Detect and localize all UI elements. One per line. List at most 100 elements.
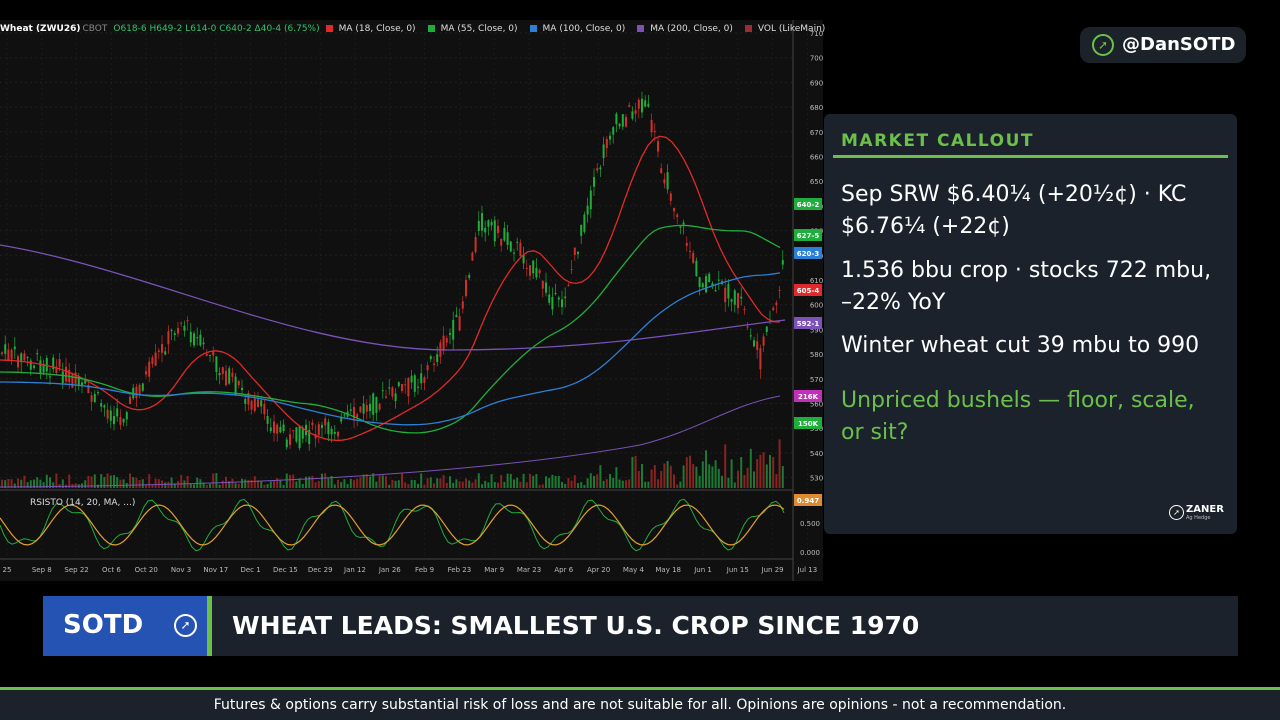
candle-body [343, 414, 346, 416]
volume-bar [103, 477, 106, 488]
price-tag-label: 216K [798, 393, 819, 401]
volume-bar [42, 482, 45, 488]
volume-bar [762, 452, 765, 488]
date-axis-label: Feb 23 [448, 566, 472, 574]
candle-body [1, 352, 3, 354]
volume-bar [109, 475, 112, 488]
price-tag-label: 150K [798, 420, 819, 428]
candle-body [474, 236, 477, 253]
date-axis-label: Dec 1 [240, 566, 260, 574]
volume-bar [509, 473, 512, 488]
candle-body [631, 111, 634, 119]
candle-body [391, 387, 394, 397]
volume-bar [7, 479, 10, 488]
callout-divider [833, 155, 1228, 158]
volume-bar [621, 480, 624, 488]
volume-bar [676, 484, 679, 488]
indicator-volume[interactable]: VOL (LikeMain) [744, 24, 831, 34]
candle-body [666, 172, 669, 190]
candle-body [772, 307, 775, 311]
volume-bar [273, 480, 275, 488]
volume-bar [154, 478, 157, 488]
volume-bar [733, 482, 736, 488]
candle-body [349, 409, 352, 411]
candle-body [193, 333, 195, 346]
volume-bar [599, 465, 602, 488]
candle-body [490, 222, 493, 226]
sotd-tag-text: SOTD [63, 610, 144, 640]
candle-body [509, 241, 512, 252]
volume-bar [39, 479, 42, 488]
candle-body [589, 190, 592, 210]
volume-bar [100, 474, 103, 488]
volume-bar [573, 475, 576, 488]
volume-bar [266, 483, 269, 488]
candle-body [711, 283, 714, 287]
volume-bar [295, 481, 298, 488]
volume-bar [759, 454, 762, 488]
candle-body [273, 421, 275, 433]
volume-bar [634, 455, 637, 488]
candle-body [513, 252, 515, 254]
indicator-ma18[interactable]: MA (18, Close, 0) [325, 24, 422, 34]
candle-body [135, 386, 138, 398]
candle-body [157, 350, 160, 352]
volume-bar [17, 478, 19, 488]
volume-bar [522, 473, 525, 488]
volume-bar [685, 457, 688, 488]
disclaimer-footer: Futures & options carry substantial risk… [0, 690, 1280, 720]
volume-bar [340, 482, 343, 488]
candle-body [525, 267, 528, 269]
ma100-label: MA (100, Close, 0) [542, 24, 626, 34]
candle-body [221, 367, 224, 374]
date-axis-label: Feb 9 [415, 566, 434, 574]
candle-body [212, 350, 215, 356]
volume-bar [743, 474, 746, 488]
candle-body [39, 360, 42, 375]
volume-bar [151, 484, 154, 488]
candle-body [701, 283, 704, 288]
rsi-tag-label: 0.947 [797, 497, 819, 505]
candle-body [205, 354, 208, 356]
candle-body [161, 344, 163, 353]
candle-body [644, 100, 647, 107]
candle-body [145, 371, 147, 375]
indicator-ma200[interactable]: MA (200, Close, 0) [637, 24, 739, 34]
volume-bar [36, 477, 39, 488]
candle-body [756, 341, 759, 351]
price-chart[interactable]: 710-0700-0690-0680-0670-0660-0650-0640-0… [0, 20, 825, 581]
candle-body [545, 282, 547, 293]
candle-body [413, 375, 416, 392]
candle-body [282, 424, 285, 431]
price-axis-label: 560-0 [810, 401, 823, 409]
volume-bar [426, 478, 429, 488]
symbol-label: Wheat (ZWU26) [0, 24, 81, 34]
ohlc-readout: O618-6 H649-2 L614-0 C640-2 Δ40-4 (6.75%… [113, 24, 320, 34]
candle-body [609, 135, 611, 140]
candle-body [244, 398, 247, 404]
volume-bar [132, 477, 135, 488]
volume-bar [705, 450, 707, 488]
volume-bar [282, 484, 285, 488]
candle-body [618, 123, 621, 127]
indicator-ma100[interactable]: MA (100, Close, 0) [529, 24, 632, 34]
candle-body [404, 384, 407, 386]
volume-bar [157, 479, 160, 488]
volume-bar [317, 480, 320, 488]
candle-body [673, 208, 675, 212]
volume-bar [567, 478, 570, 488]
ma200-label: MA (200, Close, 0) [650, 24, 733, 34]
candle-body [577, 251, 579, 255]
volume-bar [23, 475, 26, 488]
chart-canvas[interactable]: 710-0700-0690-0680-0670-0660-0650-0640-0… [0, 20, 823, 581]
date-axis-label: Jun 1 [693, 566, 712, 574]
candle-body [77, 375, 80, 386]
volume-bar [548, 477, 551, 488]
price-axis-label: 650-0 [810, 178, 823, 186]
volume-bar [269, 481, 272, 488]
volume-bar [391, 479, 394, 488]
indicator-ma55[interactable]: MA (55, Close, 0) [427, 24, 524, 34]
volume-bar [602, 480, 605, 488]
candle-body [682, 222, 685, 225]
volume-bar [33, 479, 35, 488]
